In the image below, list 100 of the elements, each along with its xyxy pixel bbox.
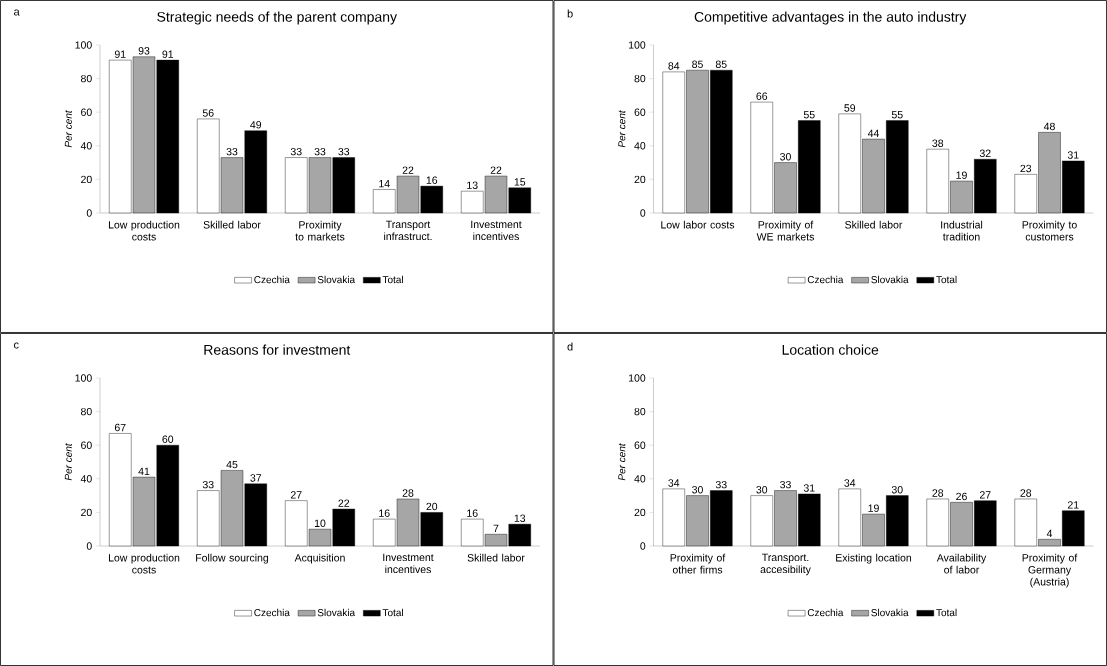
data-label: 30 [692, 485, 703, 494]
y-tick-label: 20 [634, 175, 646, 184]
legend-label: Total [382, 275, 403, 284]
y-tick-label: 0 [640, 542, 646, 550]
data-label: 85 [715, 60, 727, 68]
y-tick-label: 20 [634, 508, 646, 517]
text: d [567, 342, 573, 351]
x-tick-label: Investment incentives [383, 553, 434, 574]
data-label: 41 [138, 467, 150, 475]
y-tick-label: 40 [80, 142, 92, 150]
y-tick-label: 100 [75, 41, 92, 49]
x-tick-label: Low production costs [108, 220, 180, 241]
data-label: 56 [202, 109, 214, 117]
data-label: 30 [780, 152, 791, 161]
x-tick-label: Investment incentives [471, 220, 522, 241]
data-label: 23 [1020, 164, 1032, 173]
data-label: 13 [467, 181, 478, 189]
y-tick-label: 80 [80, 74, 92, 83]
chart-title: Location choice [782, 344, 879, 355]
legend-label: Total [936, 275, 957, 284]
data-label: 33 [226, 147, 238, 156]
data-label: 15 [514, 178, 526, 186]
y-tick-label: 60 [634, 441, 646, 449]
data-label: 55 [803, 111, 815, 119]
data-label: 28 [1020, 489, 1032, 497]
data-label: 49 [250, 121, 262, 129]
x-tick-label: Proximity of Germany (Austria) [1022, 553, 1078, 588]
y-tick-label: 40 [634, 475, 646, 483]
x-tick-label: Follow sourcing [196, 553, 269, 564]
data-label: 45 [226, 460, 238, 469]
y-tick-label: 80 [634, 74, 646, 83]
data-label: 16 [467, 509, 478, 517]
data-label: 16 [379, 509, 390, 517]
legend-label: Czechia [807, 275, 844, 284]
data-label: 22 [490, 166, 502, 174]
y-axis-title: Per cent [618, 110, 626, 148]
data-label: 31 [1067, 151, 1079, 159]
data-label: 27 [290, 491, 302, 499]
x-tick-label: Availability of labor [936, 553, 987, 574]
legend-label: Total [936, 608, 957, 617]
data-label: 10 [314, 519, 326, 528]
y-tick-label: 100 [75, 374, 92, 382]
data-label: 34 [844, 479, 856, 487]
y-tick-label: 80 [634, 407, 646, 416]
data-label: 59 [844, 104, 856, 112]
text: a [14, 9, 20, 16]
chart-title: Reasons for investment [204, 344, 351, 355]
data-label: 28 [402, 489, 414, 497]
y-tick-label: 0 [86, 209, 92, 217]
data-label: 31 [803, 484, 815, 492]
data-label: 22 [338, 499, 350, 507]
y-tick-label: 100 [629, 41, 646, 49]
legend-label: Slovakia [871, 275, 909, 284]
data-label: 60 [162, 435, 174, 444]
x-tick-label: Low production costs [108, 553, 180, 574]
x-tick-label: Transport. accesibility [760, 553, 811, 576]
data-label: 33 [338, 147, 350, 156]
legend-label: Czechia [807, 608, 844, 617]
data-label: 33 [290, 147, 302, 156]
x-tick-label: Acquisition [294, 553, 345, 564]
y-tick-label: 60 [81, 441, 92, 449]
data-label: 14 [379, 180, 390, 188]
x-tick-label: Skilled labor [203, 220, 261, 229]
data-label: 38 [932, 139, 944, 147]
data-label: 37 [250, 474, 262, 482]
data-label: 19 [868, 504, 879, 512]
data-label: 66 [756, 92, 768, 100]
y-tick-label: 40 [634, 142, 646, 150]
data-label: 48 [1043, 122, 1055, 131]
data-label: 32 [979, 149, 991, 158]
y-axis-title: Per cent [64, 110, 72, 148]
chart-title: Strategic needs of the parent company [157, 11, 397, 25]
data-label: 22 [402, 166, 414, 174]
data-label: 21 [1067, 501, 1079, 509]
y-axis-title: Per cent [64, 443, 72, 481]
y-tick-label: 80 [80, 407, 92, 416]
data-label: 26 [956, 492, 967, 501]
y-tick-label: 20 [81, 175, 92, 184]
data-label: 16 [426, 176, 438, 184]
y-axis-title: Per cent [618, 443, 626, 481]
x-tick-label: Proximity to markets [295, 220, 345, 241]
data-label: 55 [891, 111, 903, 119]
data-label: 13 [514, 514, 526, 522]
data-label: 30 [891, 485, 903, 494]
data-label: 67 [114, 423, 126, 432]
legend-label: Czechia [254, 275, 290, 284]
y-tick-label: 60 [81, 108, 92, 116]
data-label: 30 [756, 485, 768, 494]
legend-label: Total [382, 608, 403, 617]
data-label: 33 [715, 480, 727, 489]
text: b [567, 9, 573, 18]
y-tick-label: 40 [80, 475, 92, 483]
legend-label: Slovakia [317, 275, 356, 284]
legend-label: Czechia [254, 608, 290, 617]
x-tick-label: Proximity of other firms [670, 553, 726, 574]
data-label: 93 [138, 47, 150, 55]
x-tick-label: Skilled labor [467, 553, 525, 562]
data-label: 34 [668, 479, 680, 487]
x-tick-label: Proximity to customers [1022, 220, 1077, 241]
data-label: 4 [1046, 529, 1053, 538]
